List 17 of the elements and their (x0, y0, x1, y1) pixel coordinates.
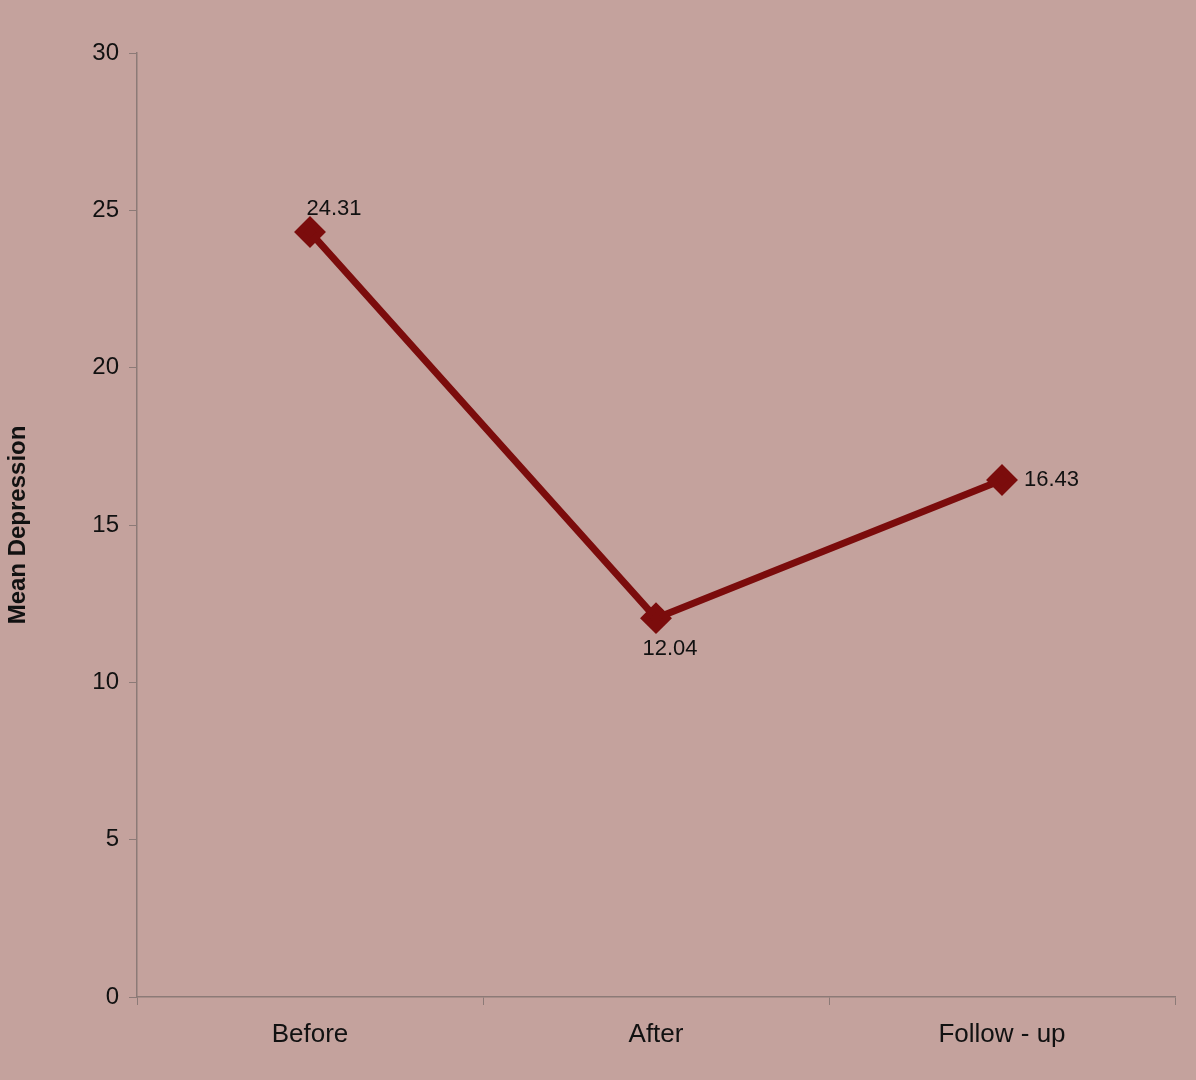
data-label: 12.04 (642, 635, 698, 661)
x-tick-label: Before (271, 1017, 349, 1048)
y-tick-label: 25 (92, 194, 119, 222)
data-label: 16.43 (1024, 466, 1080, 492)
point (987, 465, 1017, 495)
data-label: 24.31 (306, 195, 362, 221)
y-tick-label: 20 (92, 352, 119, 380)
x-tick-label: After (628, 1017, 684, 1048)
y-tick-label: 0 (105, 981, 119, 1009)
x-tick-label: Follow - up (938, 1017, 1066, 1048)
y-tick-label: 30 (92, 37, 119, 65)
y-tick-label: 15 (92, 509, 119, 537)
y-tick-label: 5 (105, 824, 119, 852)
y-axis-title: Mean Depression (3, 425, 31, 625)
point (295, 217, 325, 247)
point (641, 603, 671, 633)
y-tick-label: 10 (92, 666, 119, 694)
